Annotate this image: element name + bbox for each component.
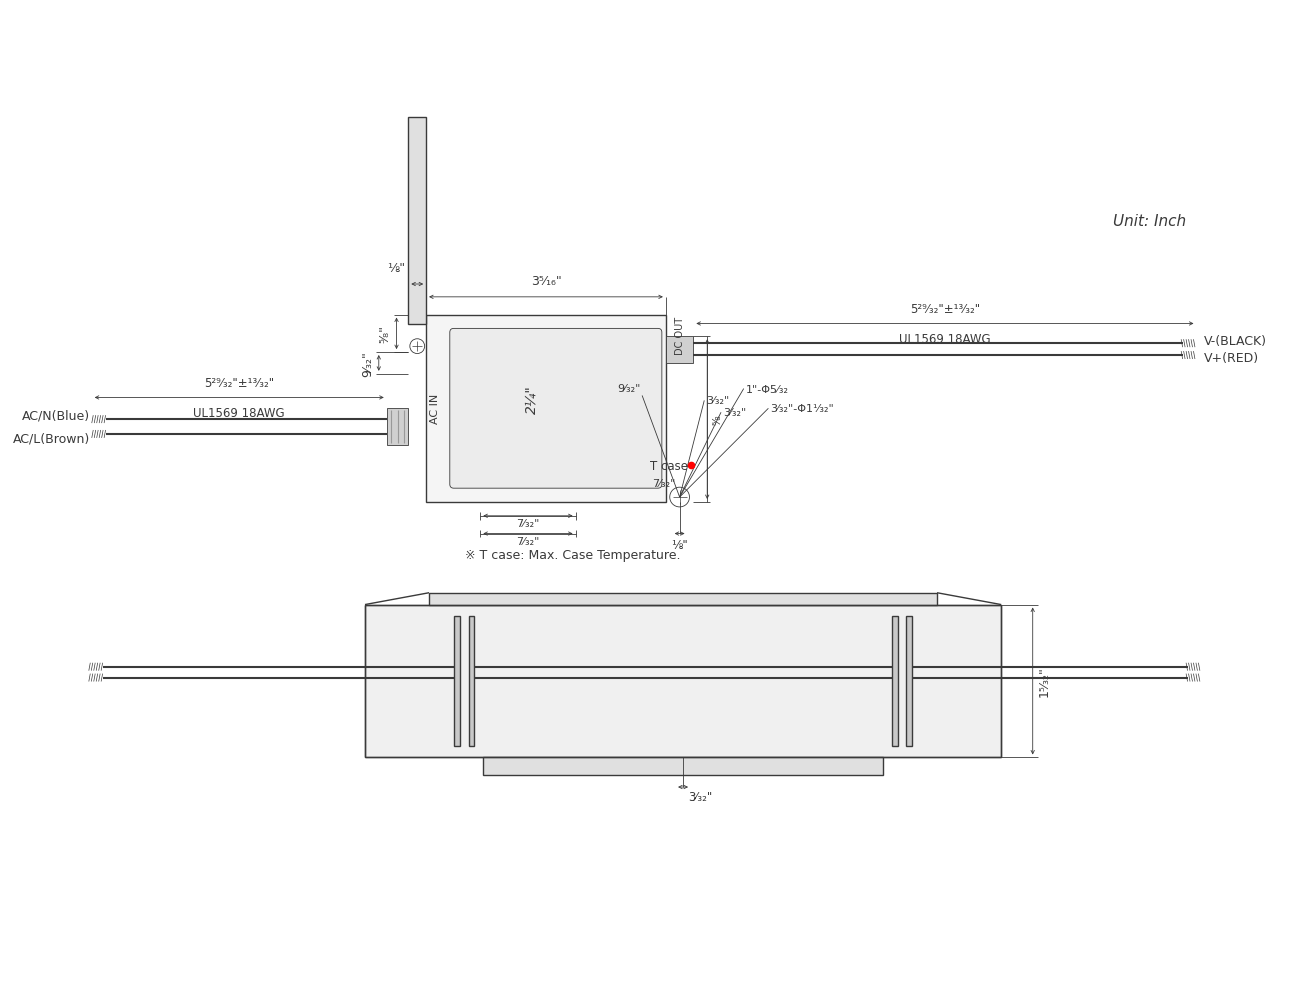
Bar xyxy=(386,409,408,445)
Text: V-(BLACK): V-(BLACK) xyxy=(1204,334,1267,347)
Bar xyxy=(468,617,474,746)
Text: T case: T case xyxy=(650,459,689,472)
Text: 5²⁹⁄₃₂"±¹³⁄₃₂": 5²⁹⁄₃₂"±¹³⁄₃₂" xyxy=(910,302,980,315)
Text: Unit: Inch: Unit: Inch xyxy=(1113,215,1186,229)
Circle shape xyxy=(670,487,689,508)
Text: 3⁵⁄₁₆": 3⁵⁄₁₆" xyxy=(530,275,562,288)
Text: 1"-Φ5⁄₃₂: 1"-Φ5⁄₃₂ xyxy=(746,384,789,394)
Text: 1⁵⁄₃₂": 1⁵⁄₃₂" xyxy=(1037,666,1050,697)
Text: ⁵⁄₈": ⁵⁄₈" xyxy=(378,325,391,343)
Text: UL1569 18AWG: UL1569 18AWG xyxy=(194,407,285,420)
Text: 7⁄₃₂": 7⁄₃₂" xyxy=(516,536,540,546)
Text: 7⁄₃₂": 7⁄₃₂" xyxy=(516,519,540,529)
Text: 3⁄₃₂"-Φ1¹⁄₃₂": 3⁄₃₂"-Φ1¹⁄₃₂" xyxy=(771,404,835,414)
Bar xyxy=(906,617,913,746)
Text: ⅛": ⅛" xyxy=(671,539,688,552)
Text: AC/L(Brown): AC/L(Brown) xyxy=(13,432,90,445)
Bar xyxy=(454,617,460,746)
Text: AC IN: AC IN xyxy=(430,394,439,424)
Text: 5²⁹⁄₃₂"±¹³⁄₃₂": 5²⁹⁄₃₂"±¹³⁄₃₂" xyxy=(204,376,274,389)
Bar xyxy=(408,118,426,325)
Text: 3⁄₃₂": 3⁄₃₂" xyxy=(706,396,729,406)
Bar xyxy=(365,605,1001,757)
Text: 3⁄₃₂": 3⁄₃₂" xyxy=(723,408,746,418)
Text: 9⁄₃₂": 9⁄₃₂" xyxy=(361,351,374,376)
Text: V+(RED): V+(RED) xyxy=(1204,352,1260,365)
Text: 7⁄₃₂": 7⁄₃₂" xyxy=(653,478,676,488)
Bar xyxy=(429,593,937,605)
Text: ※ T case: Max. Case Temperature.: ※ T case: Max. Case Temperature. xyxy=(464,549,680,562)
Bar xyxy=(426,315,666,503)
Bar xyxy=(892,617,897,746)
Text: DC OUT: DC OUT xyxy=(675,316,685,354)
Circle shape xyxy=(410,339,425,354)
Text: AC/N(Blue): AC/N(Blue) xyxy=(22,409,90,422)
Text: 9⁄₃₂": 9⁄₃₂" xyxy=(616,383,640,393)
Text: 3⁄₃₂": 3⁄₃₂" xyxy=(688,790,712,803)
Bar xyxy=(666,337,693,363)
Text: ⁵⁄₈: ⁵⁄₈ xyxy=(712,414,723,425)
Text: 2¼": 2¼" xyxy=(524,385,538,413)
Text: ⅛": ⅛" xyxy=(387,262,406,275)
FancyBboxPatch shape xyxy=(450,329,662,488)
Bar xyxy=(484,757,883,775)
Text: UL1569 18AWG: UL1569 18AWG xyxy=(900,333,991,346)
